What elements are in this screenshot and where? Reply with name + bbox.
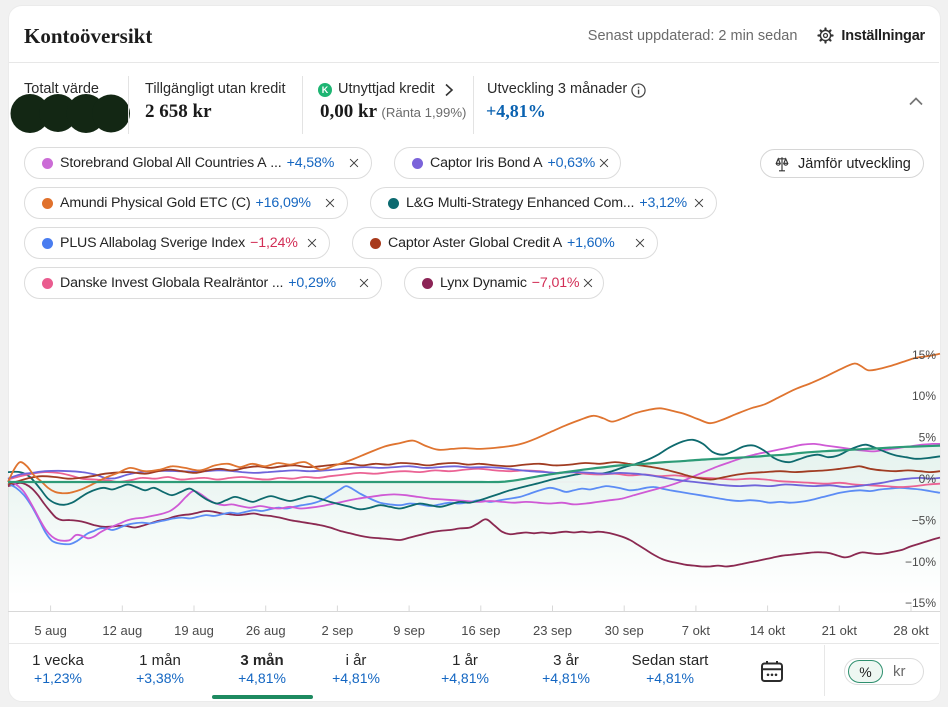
- svg-text:14 okt: 14 okt: [750, 623, 786, 638]
- svg-text:16 sep: 16 sep: [461, 623, 500, 638]
- svg-text:15%: 15%: [912, 348, 936, 362]
- svg-text:21 okt: 21 okt: [822, 623, 858, 638]
- svg-text:30 sep: 30 sep: [605, 623, 644, 638]
- svg-text:2 sep: 2 sep: [321, 623, 353, 638]
- svg-text:−15%: −15%: [905, 596, 936, 610]
- svg-text:9 sep: 9 sep: [393, 623, 425, 638]
- svg-text:0%: 0%: [919, 472, 937, 486]
- svg-text:28 okt: 28 okt: [893, 623, 929, 638]
- svg-text:−5%: −5%: [912, 513, 937, 527]
- svg-text:12 aug: 12 aug: [102, 623, 142, 638]
- svg-text:5 aug: 5 aug: [34, 623, 67, 638]
- svg-text:19 aug: 19 aug: [174, 623, 214, 638]
- svg-text:7 okt: 7 okt: [682, 623, 711, 638]
- svg-text:26 aug: 26 aug: [246, 623, 286, 638]
- svg-text:10%: 10%: [912, 389, 936, 403]
- svg-text:23 sep: 23 sep: [533, 623, 572, 638]
- svg-text:−10%: −10%: [905, 555, 936, 569]
- svg-text:5%: 5%: [919, 431, 937, 445]
